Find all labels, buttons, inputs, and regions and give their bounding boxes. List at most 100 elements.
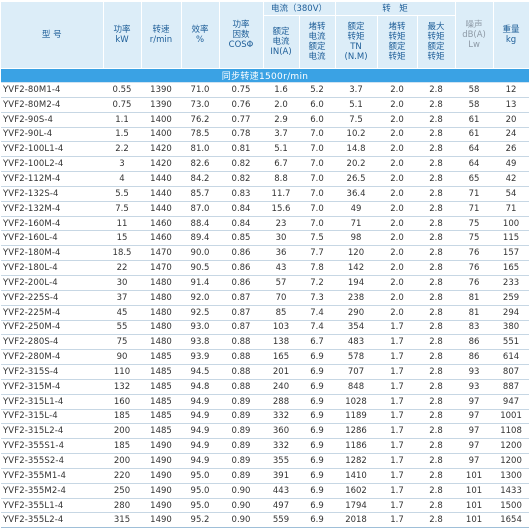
cell-weight: 12 — [493, 82, 530, 98]
cell-model: YVF2-315S-4 — [1, 364, 103, 380]
cell-weight: 294 — [493, 305, 530, 321]
cell-noise: 86 — [455, 334, 494, 351]
cell-efficiency: 85.7 — [181, 186, 219, 202]
cell-rated-current: 11.7 — [263, 186, 299, 202]
cell-efficiency: 94.8 — [181, 379, 219, 395]
cell-power: 132 — [103, 379, 141, 395]
table-row: YVF2-355M1-4 220 1490 95.0 0.89 391 6.9 1410 1.7… — [1, 468, 530, 484]
table-row: YVF2-90L-4 1.5 1400 78.5 0.78 3.7 7.0 10.2 2.0 2.… — [1, 127, 530, 143]
cell-model: YVF2-355S1-4 — [1, 438, 103, 455]
cell-max-torque-ratio: 2.8 — [417, 379, 456, 395]
cell-speed: 1440 — [141, 201, 181, 217]
cell-locked-torque-ratio: 1.7 — [377, 453, 418, 469]
cell-power-factor: 0.89 — [219, 394, 263, 410]
cell-locked-current-ratio: 6.9 — [299, 379, 336, 395]
cell-efficiency: 95.0 — [181, 468, 219, 484]
cell-locked-torque-ratio: 1.7 — [377, 423, 418, 440]
cell-weight: 1500 — [493, 498, 530, 514]
table-row: YVF2-355M2-4 250 1490 95.0 0.90 443 6.9 1602 1.7… — [1, 483, 530, 499]
table-row: YVF2-100L1-4 2.2 1420 81.0 0.81 5.1 7.0 14.8 2.0… — [1, 141, 530, 158]
cell-rated-current: 15.6 — [263, 201, 299, 217]
cell-power: 1.5 — [103, 127, 141, 143]
cell-power-factor: 0.75 — [219, 82, 263, 98]
cell-weight: 115 — [493, 230, 530, 247]
cell-locked-torque-ratio: 2.0 — [377, 260, 418, 276]
cell-speed: 1390 — [141, 82, 181, 98]
cell-locked-torque-ratio: 1.7 — [377, 483, 418, 499]
cell-weight: 1654 — [493, 512, 530, 528]
cell-locked-current-ratio: 6.0 — [299, 97, 336, 113]
cell-max-torque-ratio: 2.8 — [417, 409, 456, 425]
cell-speed: 1480 — [141, 275, 181, 291]
cell-locked-current-ratio: 7.0 — [299, 201, 336, 217]
cell-locked-torque-ratio: 2.0 — [377, 186, 418, 202]
cell-max-torque-ratio: 2.8 — [417, 364, 456, 380]
table-row: YVF2-80M1-4 0.55 1390 71.0 0.75 1.6 5.2 3.7 2.0 2… — [1, 82, 530, 98]
cell-power-factor: 0.87 — [219, 320, 263, 336]
cell-locked-torque-ratio: 1.7 — [377, 364, 418, 380]
cell-model: YVF2-132M-4 — [1, 201, 103, 217]
header-rated-torque: 额定 转矩 TN (N.M) — [335, 15, 378, 69]
header-weight: 重量 kg — [493, 2, 530, 69]
cell-max-torque-ratio: 2.8 — [417, 483, 456, 499]
cell-locked-current-ratio: 6.9 — [299, 498, 336, 514]
cell-power-factor: 0.89 — [219, 438, 263, 455]
cell-model: YVF2-250M-4 — [1, 320, 103, 336]
cell-power: 7.5 — [103, 201, 141, 217]
cell-rated-current: 103 — [263, 320, 299, 336]
cell-noise: 61 — [455, 127, 494, 143]
cell-noise: 65 — [455, 171, 494, 187]
cell-max-torque-ratio: 2.8 — [417, 245, 456, 262]
cell-efficiency: 73.0 — [181, 97, 219, 113]
header-power-factor: 功率 因数 COSΦ — [219, 2, 264, 69]
cell-power-factor: 0.84 — [219, 201, 263, 217]
cell-model: YVF2-280S-4 — [1, 334, 103, 351]
cell-speed: 1490 — [141, 438, 181, 455]
cell-rated-torque: 848 — [335, 379, 378, 395]
header-rated-current: 额定 电流 IN(A) — [263, 15, 300, 69]
cell-rated-current: 5.1 — [263, 141, 299, 158]
cell-weight: 13 — [493, 97, 530, 113]
cell-noise: 97 — [455, 409, 494, 425]
cell-locked-torque-ratio: 2.0 — [377, 127, 418, 143]
cell-weight: 100 — [493, 216, 530, 232]
cell-efficiency: 90.0 — [181, 245, 219, 262]
cell-max-torque-ratio: 2.8 — [417, 171, 456, 187]
cell-max-torque-ratio: 2.8 — [417, 127, 456, 143]
table-row: YVF2-355S1-4 185 1490 94.9 0.89 332 6.9 1186 1.7… — [1, 438, 530, 455]
cell-locked-current-ratio: 7.0 — [299, 156, 336, 173]
cell-power: 55 — [103, 320, 141, 336]
cell-rated-torque: 5.1 — [335, 97, 378, 113]
cell-speed: 1485 — [141, 364, 181, 380]
cell-model: YVF2-90S-4 — [1, 112, 103, 128]
cell-weight: 1001 — [493, 409, 530, 425]
cell-power-factor: 0.88 — [219, 379, 263, 395]
cell-max-torque-ratio: 2.8 — [417, 275, 456, 291]
cell-model: YVF2-225S-4 — [1, 290, 103, 306]
cell-efficiency: 93.9 — [181, 349, 219, 366]
cell-weight: 551 — [493, 334, 530, 351]
cell-locked-torque-ratio: 1.7 — [377, 349, 418, 366]
cell-max-torque-ratio: 2.8 — [417, 112, 456, 128]
cell-power: 18.5 — [103, 245, 141, 262]
cell-locked-current-ratio: 6.9 — [299, 394, 336, 410]
cell-weight: 233 — [493, 275, 530, 291]
table-row: YVF2-280S-4 75 1480 93.8 0.88 138 6.7 483 1.7 2.8… — [1, 334, 530, 351]
cell-speed: 1470 — [141, 260, 181, 276]
cell-locked-current-ratio: 7.2 — [299, 275, 336, 291]
cell-weight: 24 — [493, 127, 530, 143]
table-row: YVF2-315L-4 185 1485 94.9 0.89 332 6.9 1189 1.7 2… — [1, 409, 530, 425]
cell-power: 185 — [103, 409, 141, 425]
cell-model: YVF2-132S-4 — [1, 186, 103, 202]
cell-power: 90 — [103, 349, 141, 366]
cell-efficiency: 94.9 — [181, 423, 219, 440]
table-row: YVF2-180M-4 18.5 1470 90.0 0.86 36 7.7 120 2.0 2.… — [1, 245, 530, 262]
cell-noise: 64 — [455, 141, 494, 158]
cell-locked-current-ratio: 6.0 — [299, 112, 336, 128]
cell-model: YVF2-280M-4 — [1, 349, 103, 366]
cell-rated-current: 288 — [263, 394, 299, 410]
cell-noise: 81 — [455, 305, 494, 321]
cell-weight: 1200 — [493, 453, 530, 469]
table-body: YVF2-80M1-4 0.55 1390 71.0 0.75 1.6 5.2 3.7 2.0 2… — [1, 82, 530, 528]
cell-weight: 807 — [493, 364, 530, 380]
